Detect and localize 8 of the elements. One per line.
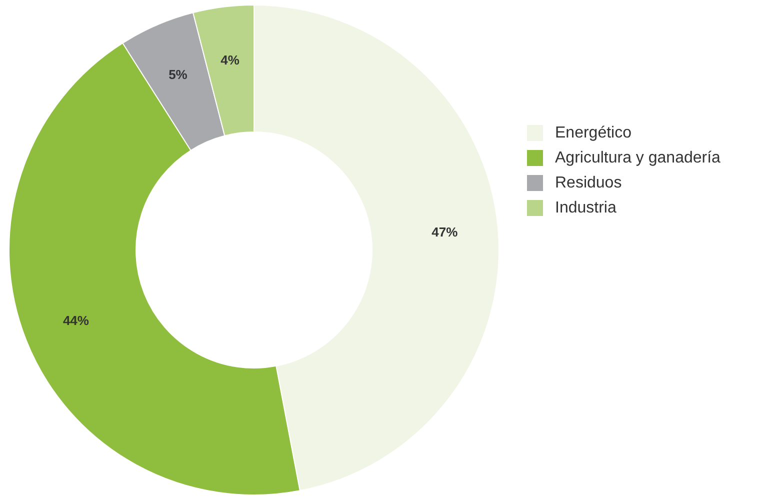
data-label: 44% xyxy=(62,312,90,328)
data-label: 47% xyxy=(432,224,458,240)
data-label: 4% xyxy=(220,52,240,68)
legend-label: Residuos xyxy=(555,174,622,192)
legend-label: Industria xyxy=(555,200,616,216)
legend-label: Agricultura y ganadería xyxy=(555,150,721,166)
data-label: 5% xyxy=(168,66,188,82)
legend-label: Energético xyxy=(555,124,632,142)
